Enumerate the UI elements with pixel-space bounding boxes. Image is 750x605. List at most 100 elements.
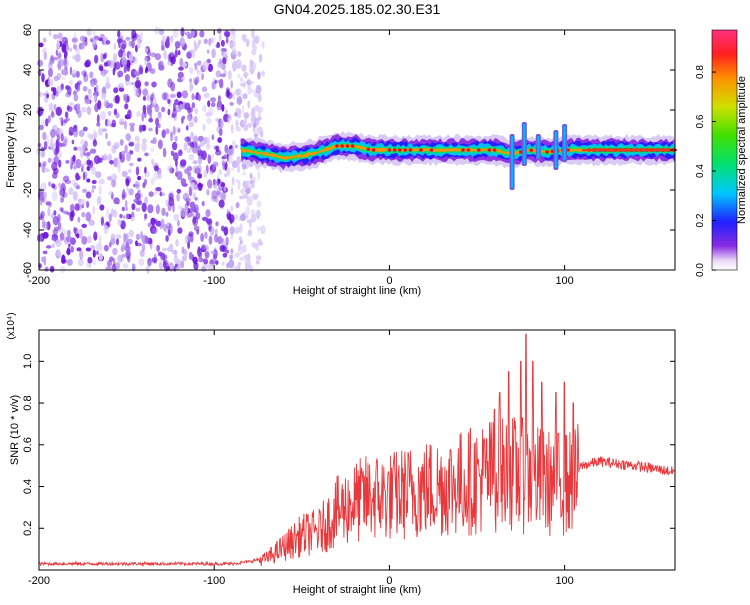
noise-blob bbox=[58, 159, 62, 168]
snr-line bbox=[38, 333, 675, 568]
noise-blob bbox=[230, 28, 236, 35]
x-tick-label: 100 bbox=[555, 275, 573, 287]
noise-blob bbox=[71, 37, 78, 43]
noise-blob bbox=[202, 61, 209, 71]
noise-blob bbox=[237, 164, 241, 173]
noise-blob bbox=[247, 80, 255, 85]
noise-blob bbox=[76, 229, 81, 234]
noise-blob bbox=[144, 47, 148, 54]
noise-blob bbox=[81, 211, 86, 218]
noise-blob bbox=[208, 38, 212, 46]
noise-blob bbox=[171, 141, 178, 151]
signal-core bbox=[419, 148, 423, 152]
noise-blob bbox=[49, 61, 53, 66]
noise-blob bbox=[86, 178, 91, 183]
noise-blob bbox=[89, 219, 93, 227]
noise-blob bbox=[152, 97, 157, 107]
noise-blob bbox=[223, 186, 227, 192]
noise-blob bbox=[243, 112, 250, 119]
noise-blob bbox=[234, 252, 240, 258]
snr-frame bbox=[38, 329, 676, 571]
noise-blob bbox=[141, 202, 147, 213]
noise-blob bbox=[238, 242, 242, 250]
noise-blob bbox=[255, 37, 260, 44]
noise-blob bbox=[186, 211, 193, 218]
x-tick-label: -200 bbox=[28, 575, 50, 587]
noise-blob bbox=[48, 30, 52, 37]
noise-blob bbox=[124, 93, 130, 104]
noise-blob bbox=[158, 64, 165, 71]
snr-x-axis-label: Height of straight line (km) bbox=[293, 584, 421, 596]
noise-blob bbox=[201, 150, 207, 161]
noise-blob bbox=[96, 122, 101, 127]
noise-blob bbox=[41, 148, 45, 158]
noise-blob bbox=[100, 111, 106, 121]
noise-blob bbox=[37, 59, 44, 67]
noise-blob bbox=[80, 163, 85, 169]
noise-blob bbox=[200, 233, 205, 242]
noise-blob bbox=[113, 61, 117, 72]
noise-blob bbox=[121, 206, 125, 212]
noise-blob bbox=[189, 182, 196, 188]
noise-blob bbox=[186, 201, 190, 206]
noise-blob bbox=[93, 95, 97, 102]
noise-blob bbox=[92, 205, 96, 215]
noise-blob bbox=[62, 70, 69, 76]
noise-blob bbox=[98, 37, 103, 42]
noise-blob bbox=[184, 197, 191, 203]
noise-blob bbox=[248, 68, 255, 74]
noise-blob bbox=[172, 152, 179, 162]
noise-blob bbox=[203, 169, 208, 179]
signal-core bbox=[366, 147, 371, 151]
y-tick-label: 0.2 bbox=[22, 521, 34, 536]
noise-blob bbox=[188, 121, 194, 128]
noise-blob bbox=[63, 175, 70, 182]
noise-blob bbox=[174, 98, 179, 106]
noise-blob bbox=[163, 50, 167, 60]
noise-blob bbox=[228, 214, 235, 224]
noise-blob bbox=[73, 146, 78, 151]
noise-blob bbox=[126, 151, 131, 162]
signal-core bbox=[529, 148, 534, 152]
noise-blob bbox=[204, 231, 208, 239]
noise-blob bbox=[237, 73, 241, 79]
noise-blob bbox=[111, 179, 117, 188]
noise-blob bbox=[175, 239, 179, 247]
noise-blob bbox=[175, 158, 178, 167]
noise-blob bbox=[57, 58, 64, 67]
noise-blob bbox=[144, 213, 148, 220]
noise-blob bbox=[261, 70, 265, 77]
noise-blob bbox=[132, 263, 135, 269]
noise-blob bbox=[68, 47, 73, 52]
noise-blob bbox=[97, 100, 102, 110]
noise-blob bbox=[40, 213, 43, 219]
noise-blob bbox=[83, 71, 87, 78]
noise-blob bbox=[45, 118, 49, 127]
noise-blob bbox=[249, 179, 255, 185]
noise-blob bbox=[209, 226, 215, 236]
noise-blob bbox=[108, 213, 112, 223]
signal-core bbox=[550, 149, 555, 153]
figure-title: GN04.2025.185.02.30.E31 bbox=[274, 1, 441, 17]
noise-blob bbox=[230, 248, 234, 254]
noise-blob bbox=[225, 36, 229, 44]
noise-blob bbox=[55, 239, 62, 247]
noise-blob bbox=[217, 236, 223, 245]
noise-blob bbox=[103, 61, 109, 67]
noise-blob bbox=[72, 55, 77, 60]
noise-blob bbox=[125, 176, 132, 184]
noise-blob bbox=[90, 244, 96, 250]
noise-blob bbox=[185, 125, 189, 131]
y-tick-label: 60 bbox=[22, 24, 34, 36]
noise-blob bbox=[180, 207, 187, 218]
colorbar-tick-label: 0.6 bbox=[695, 114, 706, 128]
noise-blob bbox=[187, 113, 193, 122]
noise-blob bbox=[125, 213, 129, 220]
noise-blob bbox=[81, 40, 85, 50]
noise-blob bbox=[197, 155, 202, 165]
noise-blob bbox=[161, 92, 167, 101]
noise-blob bbox=[141, 142, 147, 152]
noise-blob bbox=[61, 43, 66, 53]
noise-blob bbox=[242, 193, 249, 199]
noise-blob bbox=[93, 231, 98, 241]
